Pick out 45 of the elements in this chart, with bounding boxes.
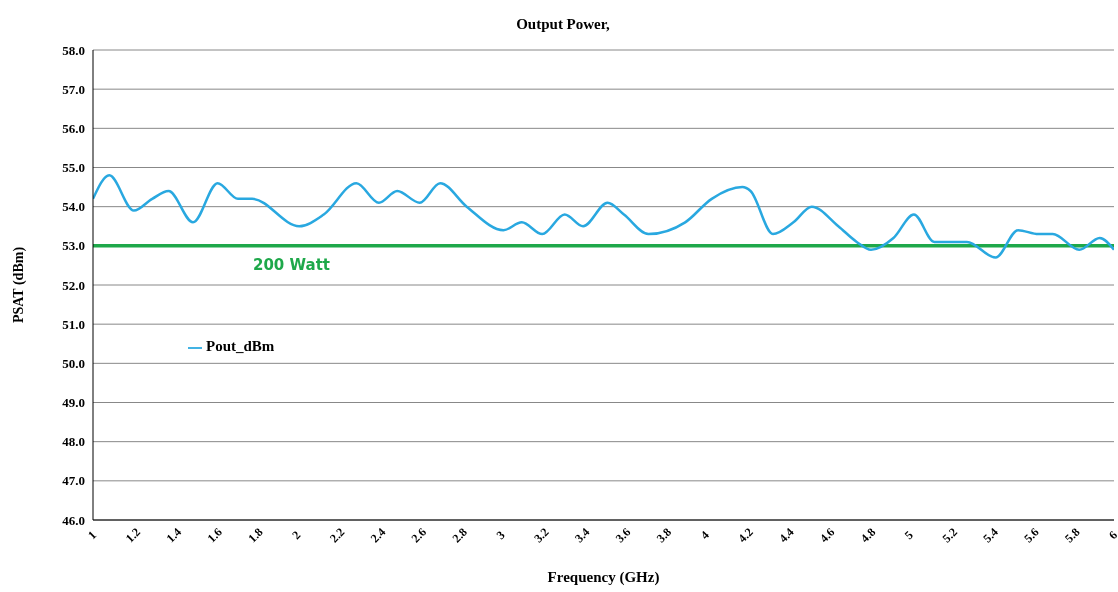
chart-title: Output Power, — [515, 16, 611, 33]
y-tick-label: 47.0 — [62, 473, 85, 489]
y-tick-label: 53.0 — [62, 238, 85, 254]
x-tick-label: 4.8 — [857, 524, 879, 546]
x-tick-label: 3.6 — [612, 524, 634, 546]
x-axis-title: Frequency (GHz) — [547, 569, 660, 586]
x-tick-label: 1.6 — [204, 524, 225, 546]
x-tick-label: 1.2 — [122, 524, 144, 546]
x-tick-label: 5.6 — [1021, 524, 1042, 546]
x-tick-label: 4.2 — [735, 524, 756, 546]
x-tick-label: 5.2 — [939, 524, 961, 546]
y-axis-title: PSAT (dBm) — [10, 246, 27, 324]
y-tick-label: 55.0 — [62, 160, 85, 176]
y-tick-label: 58.0 — [62, 42, 85, 58]
x-tick-label: 3 — [493, 528, 508, 543]
y-tick-label: 51.0 — [62, 316, 85, 332]
x-tick-label: 4 — [697, 528, 712, 543]
x-tick-label: 2.2 — [326, 524, 348, 546]
x-tick-label: 1 — [85, 528, 100, 543]
x-tick-label: 3.8 — [653, 524, 675, 546]
x-tick-label: 5.4 — [980, 524, 1001, 546]
x-tick-label: 4.6 — [816, 524, 838, 546]
y-tick-label: 49.0 — [62, 395, 85, 411]
legend-label: Pout_dBm — [206, 338, 275, 354]
x-tick-label: 3.4 — [571, 524, 593, 546]
y-tick-label: 50.0 — [62, 355, 85, 371]
y-tick-label: 57.0 — [62, 81, 85, 97]
x-tick-label: 3.2 — [531, 524, 552, 546]
x-tick-label: 1.4 — [163, 524, 185, 546]
x-tick-label: 2.8 — [449, 524, 470, 546]
x-tick-label: 5.8 — [1062, 524, 1083, 546]
x-tick-label: 6 — [1106, 528, 1118, 543]
line-series — [93, 174, 1114, 259]
x-tick-label: 1.8 — [245, 524, 266, 546]
x-tick-label: 2 — [289, 528, 304, 543]
y-tick-label: 48.0 — [62, 434, 85, 450]
y-tick-label: 46.0 — [62, 512, 85, 528]
ref-line-label: 200 Watt — [253, 255, 331, 274]
x-tick-label: 5 — [901, 528, 916, 543]
y-tick-label: 52.0 — [62, 277, 85, 293]
x-tick-label: 4.4 — [776, 524, 797, 546]
x-tick-label: 2.6 — [408, 524, 430, 546]
y-tick-label: 56.0 — [62, 120, 85, 136]
x-tick-label: 2.4 — [367, 524, 389, 546]
y-tick-label: 54.0 — [62, 199, 85, 215]
